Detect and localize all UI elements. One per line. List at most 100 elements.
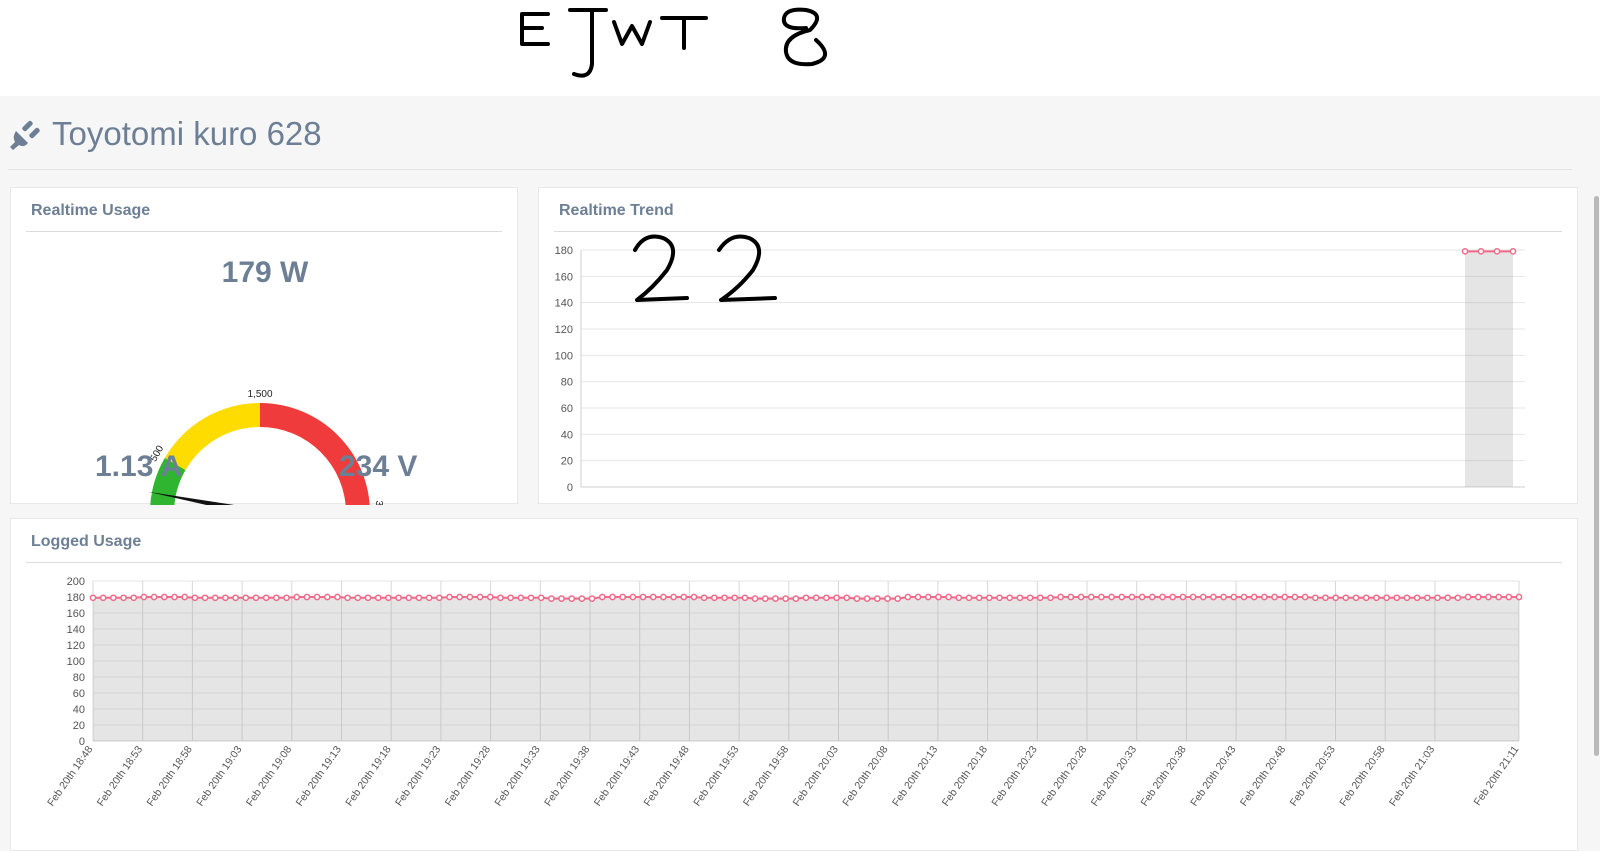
series-point (924, 593, 932, 601)
series-point (1509, 247, 1517, 255)
series-point (1281, 593, 1289, 601)
x-tick-label: Feb 20th 19:03 (194, 744, 244, 809)
series-point (1179, 593, 1187, 601)
series-point (1271, 593, 1278, 601)
series-point (1057, 593, 1064, 601)
series-point (476, 593, 484, 601)
series-point (812, 594, 820, 602)
series-point (1118, 593, 1126, 601)
series-point (1189, 593, 1197, 601)
series-point (110, 594, 117, 602)
series-point (222, 594, 229, 602)
series-point (792, 595, 800, 602)
gauge-band-1 (150, 458, 186, 505)
series-point (252, 594, 260, 602)
page-title-text: Toyotomi kuro 628 (52, 115, 322, 152)
series-point (313, 593, 321, 601)
page-title: Toyotomi kuro 628 (8, 114, 322, 154)
y-tick-label: 100 (555, 350, 573, 362)
series-point (1515, 593, 1523, 601)
y-tick-label: 180 (555, 245, 573, 257)
series-point (985, 594, 993, 602)
x-tick-label: Feb 20th 20:28 (1039, 744, 1089, 809)
series-point (598, 593, 606, 601)
series-point (558, 595, 565, 602)
series-point (354, 594, 362, 602)
series-point (741, 594, 749, 602)
series-point (884, 595, 891, 602)
series-point (1373, 594, 1380, 602)
series-point (1434, 594, 1441, 602)
series-point (140, 593, 148, 601)
series-point (853, 595, 861, 602)
series-point (456, 593, 464, 601)
page-scrollbar[interactable] (1594, 196, 1599, 756)
series-point (1495, 593, 1502, 601)
y-tick-label: 20 (561, 456, 573, 468)
x-tick-label: Feb 20th 20:18 (940, 744, 990, 809)
series-point (710, 594, 718, 602)
series-point (1087, 593, 1095, 601)
series-point (1301, 593, 1309, 601)
series-point (1352, 594, 1360, 602)
series-point (609, 593, 616, 601)
series-point (955, 594, 963, 602)
series-point (1461, 247, 1469, 255)
series-point (323, 593, 331, 601)
series-point (1493, 247, 1501, 255)
y-tick-label: 140 (67, 624, 85, 636)
series-point (425, 594, 433, 602)
series-point (181, 593, 189, 601)
series-point (120, 594, 127, 602)
series-point (629, 593, 637, 601)
x-tick-label: Feb 20th 21:11 (1472, 744, 1522, 808)
series-point (965, 594, 973, 602)
series-point (578, 595, 586, 602)
handwritten-annotation-top (520, 7, 827, 78)
series-point (1006, 594, 1014, 602)
series-point (486, 593, 494, 601)
x-tick-label: Feb 20th 19:23 (393, 744, 443, 809)
series-point (1220, 593, 1227, 601)
series-point (211, 594, 219, 602)
y-tick-label: 180 (67, 592, 85, 604)
y-tick-label: 160 (555, 271, 573, 283)
y-tick-label: 160 (67, 608, 85, 620)
series-point (1199, 593, 1207, 601)
y-tick-label: 0 (567, 482, 573, 494)
series-point (272, 594, 280, 602)
series-point (283, 594, 290, 602)
series-point (1423, 594, 1431, 602)
series-point (873, 595, 881, 602)
x-tick-label: Feb 20th 19:58 (741, 744, 791, 809)
series-point (761, 595, 769, 602)
series-point (996, 594, 1003, 602)
series-point (1159, 593, 1166, 601)
x-tick-label: Feb 20th 19:08 (244, 744, 294, 809)
series-point (344, 594, 351, 602)
series-point (1026, 594, 1034, 602)
x-tick-label: Feb 20th 18:48 (45, 744, 95, 809)
x-tick-label: Feb 20th 20:03 (791, 744, 841, 809)
x-tick-label: Feb 20th 20:38 (1139, 744, 1189, 809)
series-point (670, 593, 677, 601)
series-point (527, 594, 535, 602)
series-area (93, 597, 1519, 741)
series-point (1169, 593, 1177, 601)
series-point (160, 593, 168, 601)
series-point (497, 594, 504, 602)
series-point (1016, 594, 1024, 602)
series-point (242, 594, 250, 602)
x-tick-label: Feb 20th 20:58 (1337, 744, 1387, 809)
series-point (802, 594, 810, 602)
series-point (1128, 593, 1136, 601)
x-tick-label: Feb 20th 18:58 (145, 744, 195, 809)
series-point (1332, 594, 1340, 602)
realtime-trend-chart: 0 20 40 60 80 100 120 140 160 180 (555, 245, 1525, 494)
series-point (914, 593, 922, 601)
series-point (1047, 594, 1054, 602)
series-point (782, 595, 789, 602)
series-point (823, 594, 830, 602)
series-point (1240, 593, 1248, 601)
